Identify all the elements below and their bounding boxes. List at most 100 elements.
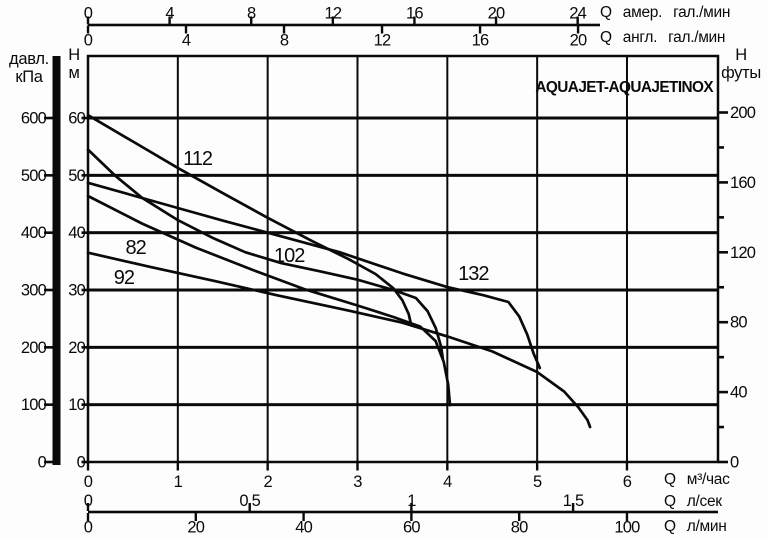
kpa-tick <box>44 403 53 406</box>
kpa-tick-label: 600 <box>21 110 47 128</box>
imp-gpm-tick <box>380 25 384 34</box>
us-gpm-tick-label: 20 <box>488 5 505 23</box>
ls-tick-label: 1 <box>407 492 416 510</box>
pump-curve-102 <box>86 148 445 360</box>
kpa-tick <box>44 288 53 292</box>
kpa-tick-label: 200 <box>21 339 47 357</box>
gridline-horizontal <box>88 173 718 177</box>
lmin-tick-label: 40 <box>295 519 312 537</box>
imp-gpm-tick <box>184 25 188 34</box>
kpa-axis-bar <box>52 56 61 465</box>
us-gpm-tick-label: 4 <box>165 5 174 23</box>
gridline-horizontal <box>88 345 718 349</box>
imp-gpm-tick <box>576 25 580 34</box>
kpa-tick <box>44 460 53 464</box>
lmin-tick-label: 100 <box>614 519 640 537</box>
ls-tick <box>86 503 90 511</box>
lmin-tick-label: 0 <box>84 519 93 537</box>
gridline-vertical <box>176 56 179 462</box>
lmin-tick <box>302 513 305 521</box>
head-ft-minor-tick <box>718 216 724 219</box>
gridline-horizontal <box>88 403 718 407</box>
curve-label-102: 102 <box>274 245 305 267</box>
head-ft-major-tick <box>718 460 728 464</box>
imp-gpm-tick-label: 8 <box>280 32 289 50</box>
m3h-tick <box>86 462 90 471</box>
head-ft-minor-tick <box>718 425 724 429</box>
gridline-vertical <box>446 56 449 462</box>
lmin-tick-label: 60 <box>403 519 420 537</box>
us-gpm-tick <box>331 16 335 25</box>
lmin-tick <box>517 513 521 521</box>
head-ft-axis-title-line2: футы <box>721 64 761 82</box>
us-gpm-tick-label: 24 <box>569 5 586 23</box>
m3h-tick-label: 2 <box>263 473 272 491</box>
head-m-tick-label: 0 <box>77 454 86 472</box>
ls-tick <box>410 503 413 511</box>
ls-tick <box>248 503 251 511</box>
head-ft-axis-title: H футы <box>716 46 766 82</box>
head-m-tick <box>81 231 88 234</box>
head-ft-tick-label: 200 <box>730 104 756 122</box>
us-gpm-tick-label: 16 <box>406 5 423 23</box>
lmin-tick <box>194 513 197 521</box>
m3h-tick-label: 1 <box>174 473 183 491</box>
head-m-tick-label: 60 <box>68 110 85 128</box>
us-gpm-tick <box>250 16 253 25</box>
us-gpm-tick <box>494 16 498 25</box>
m3h-tick-label: 4 <box>443 473 452 491</box>
curve-label-92: 92 <box>114 267 135 289</box>
gridline-vertical <box>536 56 539 462</box>
head-m-tick-label: 40 <box>68 224 85 242</box>
gridline-horizontal <box>88 116 718 120</box>
head-ft-major-tick <box>718 111 728 114</box>
kpa-tick <box>44 116 53 120</box>
imp-gpm-tick-label: 4 <box>182 32 191 50</box>
head-ft-tick-label: 80 <box>730 314 747 332</box>
pump-curve-132 <box>86 181 542 370</box>
lmin-axis-label: Q л/мин <box>664 518 727 535</box>
lmin-tick <box>625 513 629 521</box>
head-m-tick-label: 20 <box>68 339 85 357</box>
lmin-tick <box>86 513 90 521</box>
ls-axis-label: Q л/сек <box>664 493 722 510</box>
pump-curve-82 <box>86 251 592 429</box>
head-m-tick <box>81 346 88 349</box>
head-ft-major-tick <box>718 390 728 394</box>
head-m-axis-title: H м <box>62 46 86 82</box>
head-ft-major-tick <box>718 181 728 184</box>
lmin-tick-label: 80 <box>511 519 528 537</box>
lmin-tick-label: 20 <box>187 519 204 537</box>
m3h-tick <box>266 462 269 471</box>
head-m-tick-label: 10 <box>68 396 85 414</box>
head-m-tick <box>81 288 88 292</box>
m3h-tick <box>446 462 449 471</box>
head-ft-minor-tick <box>718 355 724 359</box>
imp-gpm-tick-label: 0 <box>84 32 93 50</box>
us-gpm-tick-label: 12 <box>324 5 341 23</box>
head-m-tick-label: 50 <box>68 167 85 185</box>
curve-label-132: 132 <box>458 263 489 285</box>
us-gpm-tick <box>413 16 416 25</box>
ls-tick-label: 0 <box>84 492 93 510</box>
imp-gpm-axis-label: Q англ. гал./мин <box>600 29 726 46</box>
head-ft-minor-tick <box>718 285 724 289</box>
imp-gpm-tick-label: 12 <box>374 32 391 50</box>
imp-gpm-tick-label: 20 <box>570 32 587 50</box>
pump-curve-92 <box>86 194 452 407</box>
m3h-tick-label: 3 <box>353 473 362 491</box>
head-m-tick <box>81 403 88 406</box>
plot-border <box>86 54 720 464</box>
ls-tick <box>571 503 575 511</box>
us-gpm-tick <box>576 16 579 25</box>
gpm-axis-line <box>88 23 600 27</box>
m3h-axis-label: Q м³/час <box>664 471 730 488</box>
us-gpm-tick-label: 8 <box>247 5 256 23</box>
head-m-tick-label: 30 <box>68 282 85 300</box>
m3h-tick <box>356 462 359 471</box>
us-gpm-tick-label: 0 <box>84 5 93 23</box>
m3h-tick-label: 0 <box>84 473 93 491</box>
head-m-axis-title-line1: H <box>68 46 80 64</box>
m3h-tick <box>176 462 180 471</box>
